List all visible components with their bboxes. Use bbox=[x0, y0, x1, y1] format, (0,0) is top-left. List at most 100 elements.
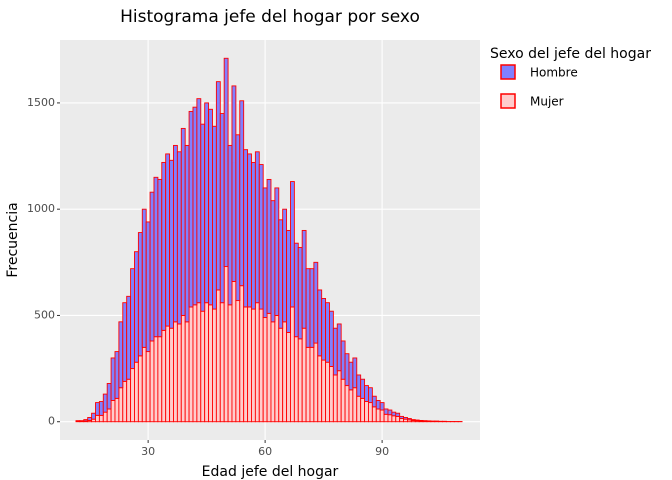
bar bbox=[356, 374, 362, 397]
bar bbox=[215, 289, 221, 423]
bar bbox=[141, 208, 147, 348]
bar bbox=[332, 327, 338, 376]
bar bbox=[75, 420, 81, 422]
bar bbox=[383, 413, 389, 423]
bar bbox=[145, 351, 151, 423]
bar bbox=[336, 370, 342, 423]
bar bbox=[309, 346, 315, 423]
bar bbox=[231, 280, 237, 423]
bar bbox=[282, 208, 288, 323]
bar bbox=[407, 418, 412, 421]
bar bbox=[410, 419, 416, 421]
bar bbox=[297, 246, 303, 340]
bar bbox=[403, 417, 408, 420]
bar bbox=[87, 417, 93, 421]
bar bbox=[340, 378, 346, 423]
bar bbox=[196, 302, 202, 423]
bar bbox=[254, 151, 260, 304]
bar bbox=[387, 414, 393, 423]
bar bbox=[161, 329, 167, 423]
bar bbox=[102, 393, 108, 413]
chart-title: Histograma jefe del hogar por sexo bbox=[120, 7, 420, 27]
bar bbox=[293, 336, 299, 423]
bar bbox=[321, 297, 327, 361]
bar bbox=[106, 383, 112, 410]
bar bbox=[145, 221, 151, 353]
bar bbox=[126, 295, 132, 380]
bar bbox=[122, 380, 128, 423]
bar bbox=[356, 395, 362, 423]
bar bbox=[274, 187, 280, 316]
bar bbox=[301, 229, 307, 329]
bar bbox=[325, 302, 330, 363]
bar bbox=[106, 408, 112, 423]
bar bbox=[98, 401, 104, 416]
bar bbox=[251, 161, 256, 310]
bar bbox=[149, 340, 155, 423]
bar bbox=[278, 327, 284, 423]
bar bbox=[332, 374, 338, 423]
bar bbox=[118, 321, 124, 389]
bar bbox=[208, 304, 213, 423]
bar bbox=[126, 378, 132, 423]
bar bbox=[254, 302, 260, 423]
bar bbox=[141, 346, 147, 423]
bar bbox=[344, 353, 350, 387]
bar bbox=[188, 110, 194, 308]
bar bbox=[239, 285, 245, 423]
bar bbox=[371, 406, 377, 423]
bar bbox=[200, 310, 206, 423]
bar bbox=[235, 134, 241, 302]
y-axis-title: Frecuencia bbox=[5, 202, 21, 277]
bar bbox=[227, 144, 233, 306]
bar bbox=[266, 178, 272, 314]
bar bbox=[364, 401, 369, 423]
bar bbox=[290, 306, 295, 423]
bar bbox=[98, 414, 104, 423]
bar bbox=[223, 57, 229, 268]
bar bbox=[130, 368, 135, 423]
bar bbox=[169, 159, 174, 329]
bar bbox=[173, 144, 178, 323]
bar bbox=[122, 302, 128, 382]
bar bbox=[364, 385, 369, 402]
bar bbox=[395, 415, 401, 423]
bar bbox=[137, 355, 143, 423]
bar bbox=[262, 187, 268, 319]
bar bbox=[212, 125, 217, 310]
bar bbox=[325, 361, 330, 423]
bar bbox=[200, 123, 206, 312]
bar bbox=[352, 357, 358, 389]
bar bbox=[340, 340, 346, 380]
bar bbox=[270, 200, 276, 323]
bar bbox=[290, 181, 295, 308]
bar bbox=[301, 327, 307, 423]
x-tick-label: 60 bbox=[258, 445, 272, 458]
bar bbox=[387, 409, 393, 416]
bar bbox=[352, 387, 358, 423]
bar bbox=[266, 312, 272, 423]
bar bbox=[379, 409, 385, 423]
bar bbox=[313, 261, 319, 344]
bar bbox=[192, 304, 198, 423]
bar bbox=[247, 306, 252, 423]
bar bbox=[137, 232, 143, 357]
bar bbox=[134, 361, 139, 423]
bar bbox=[165, 325, 171, 423]
bar bbox=[110, 400, 116, 423]
bar bbox=[329, 366, 334, 423]
bar bbox=[219, 302, 225, 423]
bar bbox=[348, 361, 354, 391]
bar bbox=[278, 219, 284, 329]
bar bbox=[204, 102, 210, 304]
bar bbox=[391, 411, 397, 417]
legend-key bbox=[500, 64, 516, 80]
bar bbox=[344, 385, 350, 423]
bar bbox=[305, 268, 311, 348]
bar bbox=[395, 412, 401, 417]
bar bbox=[360, 397, 366, 423]
x-axis-title: Edad jefe del hogar bbox=[202, 464, 339, 480]
bar bbox=[196, 98, 202, 304]
bar bbox=[173, 321, 178, 423]
